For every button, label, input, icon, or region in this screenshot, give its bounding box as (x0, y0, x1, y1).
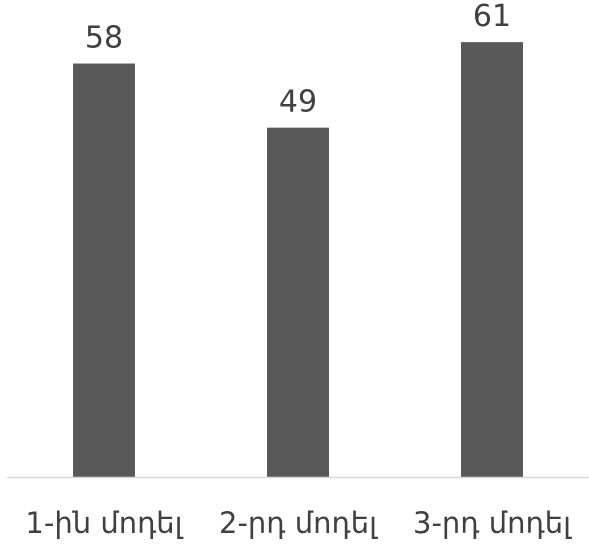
data-label-3: 61 (473, 0, 511, 34)
bar-2 (267, 127, 329, 477)
data-label-2: 49 (279, 85, 317, 120)
bar-1 (73, 63, 135, 478)
data-label-1: 58 (85, 21, 123, 56)
x-tick-label-2: 2-րդ մոդել (219, 506, 378, 540)
data-labels-group: 58 49 61 (85, 0, 511, 120)
bar-3 (461, 42, 523, 478)
bars-group (73, 42, 523, 478)
x-tick-labels-group: 1-ին մոդել 2-րդ մոդել 3-րդ մոդել (25, 506, 572, 540)
x-tick-label-1: 1-ին մոդել (25, 506, 183, 540)
x-tick-label-3: 3-րդ մոդել (413, 506, 572, 540)
